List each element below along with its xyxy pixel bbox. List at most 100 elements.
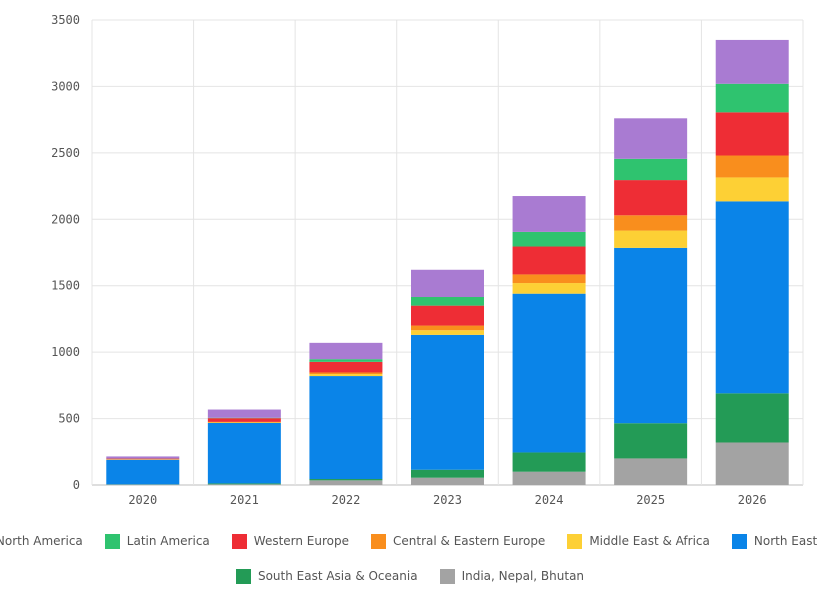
legend-swatch	[440, 569, 455, 584]
legend-label: Western Europe	[254, 534, 349, 548]
bar-segment[interactable]	[309, 359, 382, 362]
bar-segment[interactable]	[513, 294, 586, 453]
bar-segment[interactable]	[309, 376, 382, 479]
y-tick-label: 2500	[51, 146, 80, 160]
bar-segment[interactable]	[513, 247, 586, 275]
bar-segment[interactable]	[513, 274, 586, 283]
legend-label: North America	[0, 534, 83, 548]
bar-segment[interactable]	[411, 470, 484, 478]
bar-segment[interactable]	[411, 330, 484, 335]
legend: North America Latin America Western Euro…	[0, 528, 820, 598]
bar-segment[interactable]	[614, 159, 687, 180]
y-axis-ticks: 0 500 1000 1500 2000 2500 3000 3500	[51, 13, 80, 492]
x-tick-label: 2023	[433, 493, 462, 507]
y-tick-label: 2000	[51, 212, 80, 226]
x-tick-label: 2021	[230, 493, 259, 507]
bar-segment[interactable]	[716, 84, 789, 113]
bar-segment[interactable]	[208, 418, 281, 422]
bar-segment[interactable]	[208, 484, 281, 485]
bar-stack-2025	[614, 118, 687, 485]
legend-row-2: South East Asia & Oceania India, Nepal, …	[0, 563, 820, 589]
bar-stack-2026	[716, 40, 789, 485]
bar-segment[interactable]	[208, 422, 281, 423]
bar-stack-2024	[513, 196, 586, 485]
bar-segment[interactable]	[614, 180, 687, 215]
y-tick-label: 1500	[51, 279, 80, 293]
x-axis-ticks: 2020 2021 2022 2023 2024 2025 2026	[128, 493, 766, 507]
bar-segment[interactable]	[208, 423, 281, 483]
bar-segment[interactable]	[309, 480, 382, 485]
legend-swatch	[236, 569, 251, 584]
bar-segment[interactable]	[411, 478, 484, 485]
bar-segment[interactable]	[614, 248, 687, 423]
bar-segment[interactable]	[716, 156, 789, 178]
legend-label: Central & Eastern Europe	[393, 534, 545, 548]
bar-segment[interactable]	[411, 306, 484, 326]
bar-segment[interactable]	[309, 479, 382, 480]
bar-segment[interactable]	[614, 423, 687, 458]
bar-segment[interactable]	[716, 393, 789, 442]
legend-swatch	[567, 534, 582, 549]
bar-segment[interactable]	[411, 326, 484, 331]
legend-item-central-eastern-europe[interactable]: Central & Eastern Europe	[371, 534, 545, 549]
y-tick-label: 500	[58, 412, 80, 426]
x-tick-label: 2022	[331, 493, 360, 507]
y-tick-label: 1000	[51, 345, 80, 359]
bar-segment[interactable]	[614, 118, 687, 159]
bar-segment[interactable]	[614, 231, 687, 248]
y-tick-label: 3000	[51, 79, 80, 93]
bar-segment[interactable]	[411, 297, 484, 306]
legend-item-north-america[interactable]: North America	[0, 534, 83, 549]
bar-segment[interactable]	[309, 343, 382, 359]
bar-segment[interactable]	[513, 232, 586, 247]
legend-item-latin-america[interactable]: Latin America	[105, 534, 210, 549]
bar-segment[interactable]	[614, 215, 687, 230]
legend-label: India, Nepal, Bhutan	[462, 569, 584, 583]
bar-segment[interactable]	[716, 177, 789, 201]
bar-segment[interactable]	[309, 374, 382, 376]
legend-row-1: North America Latin America Western Euro…	[0, 528, 820, 554]
bar-segment[interactable]	[716, 201, 789, 393]
bar-stacks	[106, 40, 788, 485]
x-tick-label: 2020	[128, 493, 157, 507]
x-tick-label: 2025	[636, 493, 665, 507]
legend-item-south-east-asia-oceania[interactable]: South East Asia & Oceania	[236, 569, 418, 584]
legend-swatch	[732, 534, 747, 549]
bar-segment[interactable]	[208, 410, 281, 418]
y-tick-label: 0	[73, 478, 80, 492]
bar-segment[interactable]	[309, 372, 382, 374]
legend-item-north-east-asia[interactable]: North East Asia	[732, 534, 820, 549]
x-tick-label: 2024	[535, 493, 564, 507]
bar-segment[interactable]	[716, 442, 789, 485]
legend-label: South East Asia & Oceania	[258, 569, 418, 583]
legend-label: North East Asia	[754, 534, 820, 548]
legend-label: Middle East & Africa	[589, 534, 710, 548]
bar-segment[interactable]	[513, 196, 586, 232]
legend-item-middle-east-africa[interactable]: Middle East & Africa	[567, 534, 710, 549]
bar-stack-2020	[106, 456, 179, 485]
bar-segment[interactable]	[513, 472, 586, 485]
legend-swatch	[232, 534, 247, 549]
bar-stack-2023	[411, 270, 484, 485]
legend-swatch	[371, 534, 386, 549]
bar-segment[interactable]	[716, 40, 789, 84]
legend-item-india-nepal-bhutan[interactable]: India, Nepal, Bhutan	[440, 569, 584, 584]
y-tick-label: 3500	[51, 13, 80, 27]
legend-item-western-europe[interactable]: Western Europe	[232, 534, 349, 549]
bar-segment[interactable]	[614, 458, 687, 485]
bar-segment[interactable]	[513, 452, 586, 471]
bar-segment[interactable]	[208, 483, 281, 484]
bar-segment[interactable]	[106, 459, 179, 460]
x-tick-label: 2026	[738, 493, 767, 507]
bar-segment[interactable]	[513, 283, 586, 294]
bar-segment[interactable]	[309, 362, 382, 373]
bar-segment[interactable]	[716, 112, 789, 155]
bar-segment[interactable]	[411, 335, 484, 470]
legend-swatch	[105, 534, 120, 549]
bar-segment[interactable]	[106, 460, 179, 485]
bar-stack-2022	[309, 343, 382, 485]
bar-segment[interactable]	[208, 422, 281, 423]
bar-segment[interactable]	[106, 456, 179, 458]
bar-segment[interactable]	[411, 270, 484, 297]
